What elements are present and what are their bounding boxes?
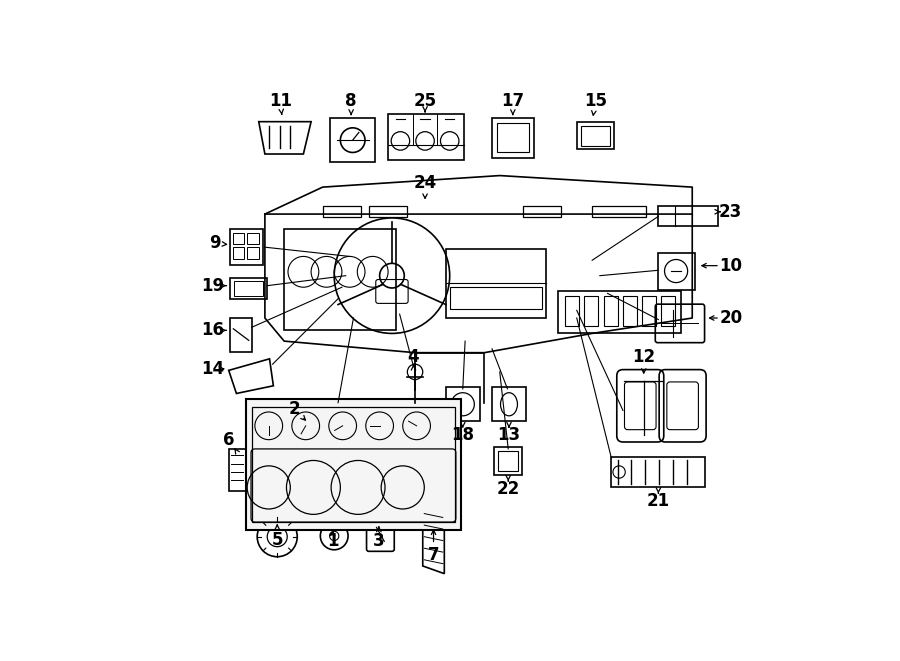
Text: 24: 24 <box>413 175 436 192</box>
Text: 8: 8 <box>346 92 357 110</box>
Text: 11: 11 <box>269 92 292 110</box>
Bar <box>499 451 518 471</box>
Bar <box>230 229 263 265</box>
Text: 15: 15 <box>584 92 607 110</box>
Bar <box>232 247 244 258</box>
Text: 19: 19 <box>201 277 224 295</box>
Bar <box>494 447 522 475</box>
Text: 17: 17 <box>501 92 525 110</box>
Text: 3: 3 <box>373 532 384 551</box>
Text: 25: 25 <box>413 92 436 110</box>
Bar <box>523 206 562 217</box>
Bar <box>330 118 375 163</box>
Bar <box>252 407 455 522</box>
Bar <box>492 387 526 421</box>
Text: 1: 1 <box>327 532 338 551</box>
Bar <box>246 399 461 529</box>
Bar <box>643 297 656 326</box>
Text: 6: 6 <box>223 431 235 449</box>
Bar <box>248 233 258 244</box>
Bar <box>623 297 637 326</box>
Bar <box>446 387 480 421</box>
Bar <box>446 249 546 318</box>
Text: 18: 18 <box>451 426 474 444</box>
Bar <box>557 291 680 333</box>
Text: 20: 20 <box>719 309 742 327</box>
Bar <box>580 126 610 145</box>
Bar <box>230 278 267 299</box>
Text: 2: 2 <box>288 400 300 418</box>
Bar <box>662 297 675 326</box>
Text: 16: 16 <box>201 321 224 339</box>
Text: 12: 12 <box>632 348 655 366</box>
Text: 13: 13 <box>498 426 520 444</box>
Bar <box>565 297 579 326</box>
Bar <box>248 247 258 258</box>
Text: 7: 7 <box>428 546 439 564</box>
Text: 14: 14 <box>201 360 224 378</box>
Text: 9: 9 <box>209 235 220 253</box>
Bar <box>658 253 695 290</box>
Text: 10: 10 <box>719 256 742 275</box>
Bar <box>369 206 408 217</box>
Text: 4: 4 <box>408 348 419 366</box>
Bar <box>388 114 464 160</box>
Text: 21: 21 <box>647 492 670 510</box>
Bar <box>492 118 535 158</box>
Text: 22: 22 <box>497 480 520 498</box>
Bar <box>658 206 717 226</box>
Bar <box>577 122 614 149</box>
Bar <box>230 318 252 352</box>
Bar <box>284 229 396 330</box>
Bar <box>584 297 598 326</box>
Text: 5: 5 <box>272 531 283 549</box>
Bar <box>232 233 244 244</box>
Bar <box>234 281 264 295</box>
Bar <box>229 449 246 491</box>
Bar <box>322 206 361 217</box>
Bar <box>450 288 542 309</box>
Text: 23: 23 <box>719 203 742 221</box>
Bar <box>498 123 529 153</box>
Bar <box>611 457 706 487</box>
Bar <box>604 297 617 326</box>
Bar <box>592 206 646 217</box>
